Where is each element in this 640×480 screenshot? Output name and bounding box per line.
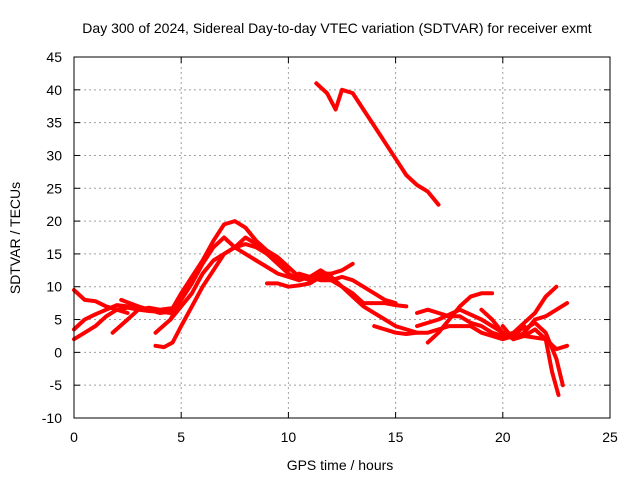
series-track-13 <box>372 324 527 342</box>
y-tick-label: 30 <box>46 147 62 163</box>
series-track-19 <box>522 320 565 388</box>
y-tick-label: -5 <box>50 377 63 393</box>
x-tick-label: 0 <box>70 429 78 445</box>
series-track-15 <box>415 284 559 338</box>
plot-area <box>72 81 570 397</box>
y-tick-label: 5 <box>54 312 62 328</box>
plot-frame <box>73 56 611 419</box>
y-tick-label: 10 <box>46 279 62 295</box>
x-tick-label: 20 <box>495 429 511 445</box>
series-track-14 <box>425 291 495 345</box>
series-track-5 <box>119 219 312 315</box>
series-track-10 <box>307 268 419 335</box>
x-tick-label: 5 <box>177 429 185 445</box>
y-tick-label: 35 <box>46 115 62 131</box>
x-tick-label: 25 <box>602 429 618 445</box>
series-track-12 <box>318 274 409 309</box>
grid-lines <box>74 57 610 418</box>
series-track-20 <box>314 81 441 207</box>
y-tick-label: 20 <box>46 213 62 229</box>
y-tick-label: 45 <box>46 49 62 65</box>
x-axis-label: GPS time / hours <box>287 457 394 473</box>
series-track-18 <box>500 324 561 397</box>
y-tick-label: 40 <box>46 82 62 98</box>
series-track-2 <box>72 303 141 332</box>
x-tick-label: 10 <box>281 429 297 445</box>
series-track-3 <box>72 307 130 342</box>
series-track-9 <box>265 261 355 289</box>
y-tick-label: 15 <box>46 246 62 262</box>
y-tick-label: 0 <box>54 344 62 360</box>
chart-title: Day 300 of 2024, Sidereal Day-to-day VTE… <box>82 20 591 36</box>
series-track-11 <box>297 271 398 306</box>
y-tick-label: 25 <box>46 180 62 196</box>
series-track-17 <box>479 301 570 342</box>
x-axis: 0 5 10 15 20 25 <box>70 57 618 445</box>
y-axis: -10 -5 0 5 10 15 20 25 30 35 40 45 <box>42 49 610 426</box>
x-tick-label: 15 <box>388 429 404 445</box>
series-track-8 <box>153 242 334 335</box>
y-axis-label: SDTVAR / TECUs <box>7 182 23 294</box>
y-tick-label: -10 <box>42 410 62 426</box>
